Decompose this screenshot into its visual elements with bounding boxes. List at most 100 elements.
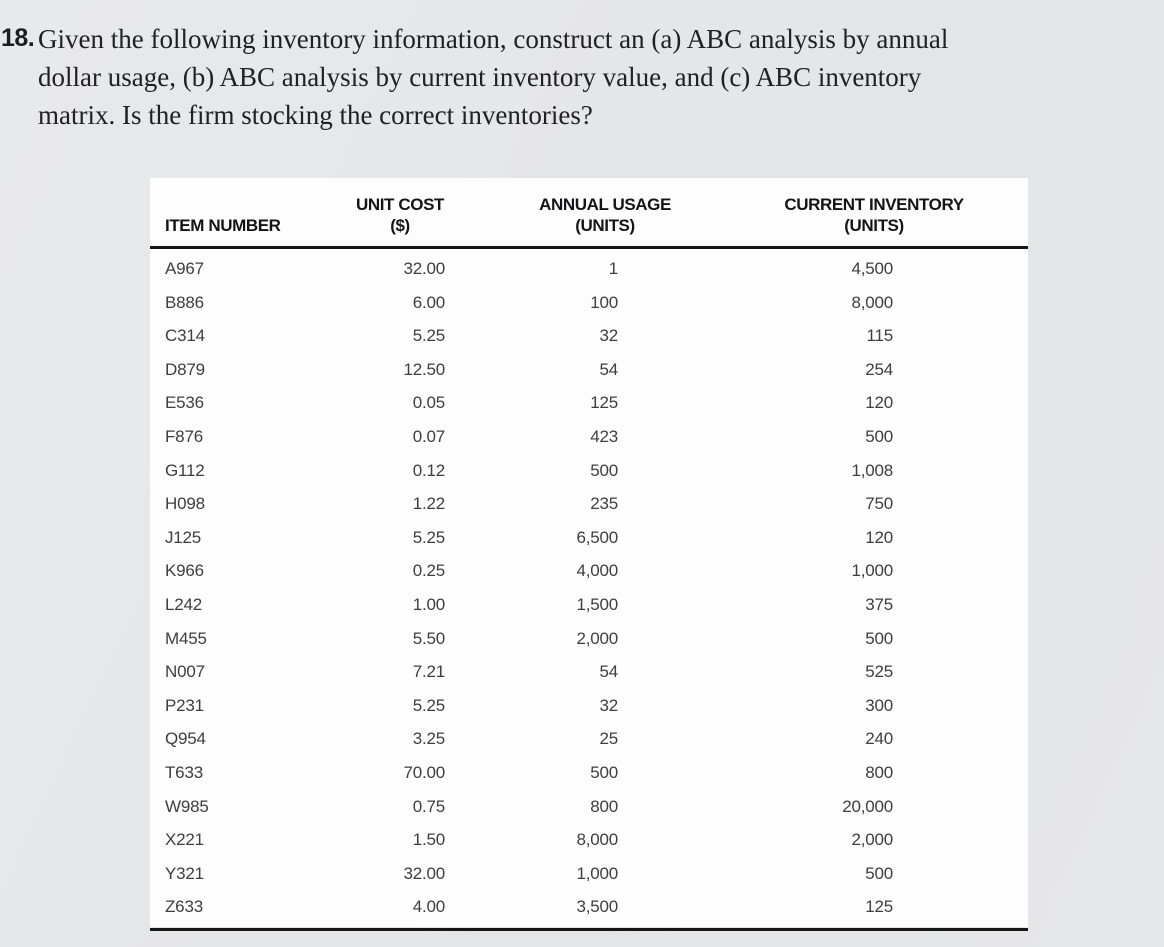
cell-annual-usage: 32	[599, 695, 618, 715]
cell-annual-usage: 54	[599, 662, 618, 682]
table-row: N007 7.21 54 525	[150, 655, 1028, 689]
cell-current-inventory: 500	[865, 628, 893, 648]
problem-text-line-1: Given the following inventory informatio…	[38, 24, 949, 54]
cell-current-inventory: 20,000	[842, 796, 893, 816]
cell-item-number: P231	[165, 695, 204, 715]
table-row: Q954 3.25 25 240	[150, 722, 1028, 756]
cell-current-inventory: 8,000	[851, 292, 893, 312]
table-row: H098 1.22 235 750	[150, 487, 1028, 521]
cell-annual-usage: 1,500	[576, 594, 618, 614]
table-row: B886 6.00 100 8,000	[150, 286, 1028, 320]
cell-unit-cost: 5.50	[412, 628, 445, 648]
table-row: A967 32.00 1 4,500	[150, 248, 1028, 286]
cell-item-number: M455	[165, 628, 207, 648]
cell-unit-cost: 1.00	[412, 594, 445, 614]
problem-number: 18.	[1, 24, 35, 52]
cell-annual-usage: 100	[590, 292, 618, 312]
cell-annual-usage: 4,000	[576, 561, 618, 581]
cell-annual-usage: 25	[599, 729, 618, 749]
cell-current-inventory: 125	[865, 897, 893, 917]
cell-current-inventory: 120	[865, 393, 893, 413]
cell-item-number: Y321	[165, 863, 204, 883]
cell-item-number: A967	[165, 259, 204, 278]
problem-text-line-2: dollar usage, (b) ABC analysis by curren…	[38, 62, 922, 92]
cell-item-number: X221	[165, 830, 204, 850]
cell-current-inventory: 2,000	[851, 830, 893, 850]
cell-unit-cost: 0.07	[412, 426, 445, 446]
cell-unit-cost: 1.50	[412, 830, 445, 850]
cell-item-number: Z633	[165, 897, 203, 917]
cell-annual-usage: 54	[599, 359, 618, 379]
cell-current-inventory: 120	[865, 527, 893, 547]
header-current-inventory: CURRENT INVENTORY (UNITS)	[720, 178, 1028, 249]
cell-item-number: N007	[165, 662, 205, 682]
cell-annual-usage: 32	[599, 326, 618, 346]
table-row: F876 0.07 423 500	[150, 420, 1028, 454]
cell-current-inventory: 750	[865, 494, 893, 514]
cell-item-number: T633	[165, 762, 203, 782]
cell-item-number: D879	[165, 359, 205, 379]
cell-item-number: F876	[165, 426, 203, 446]
table-row: E536 0.05 125 120	[150, 386, 1028, 420]
table-row: D879 12.50 54 254	[150, 353, 1028, 387]
cell-item-number: L242	[165, 594, 203, 614]
cell-item-number: E536	[165, 393, 204, 413]
cell-annual-usage: 235	[590, 494, 618, 514]
cell-current-inventory: 525	[865, 662, 893, 682]
cell-item-number: B886	[165, 292, 204, 312]
cell-unit-cost: 32.00	[403, 863, 445, 883]
table-row: L242 1.00 1,500 375	[150, 588, 1028, 622]
inventory-table-header: ITEM NUMBER UNIT COST ($) ANNUAL USAGE (…	[150, 178, 1028, 249]
table-row: K966 0.25 4,000 1,000	[150, 554, 1028, 588]
cell-item-number: J125	[165, 527, 202, 547]
cell-annual-usage: 800	[590, 796, 618, 816]
problem-text: Given the following inventory informatio…	[38, 20, 1164, 134]
cell-current-inventory: 800	[865, 762, 893, 782]
cell-annual-usage: 500	[590, 762, 618, 782]
cell-current-inventory: 4,500	[851, 259, 893, 278]
table-row: Z633 4.00 3,500 125	[150, 890, 1028, 929]
cell-unit-cost: 1.22	[412, 494, 445, 514]
cell-unit-cost: 0.05	[412, 393, 445, 413]
cell-item-number: Q954	[165, 729, 206, 749]
cell-current-inventory: 300	[865, 695, 893, 715]
table-row: J125 5.25 6,500 120	[150, 521, 1028, 555]
cell-unit-cost: 32.00	[403, 259, 445, 278]
cell-unit-cost: 5.25	[412, 695, 445, 715]
cell-unit-cost: 7.21	[412, 662, 445, 682]
header-unit-cost: UNIT COST ($)	[310, 178, 490, 249]
cell-annual-usage: 125	[590, 393, 618, 413]
cell-annual-usage: 1	[608, 259, 618, 278]
problem-text-line-3: matrix. Is the firm stocking the correct…	[38, 100, 593, 130]
inventory-table: ITEM NUMBER UNIT COST ($) ANNUAL USAGE (…	[150, 178, 1028, 931]
cell-annual-usage: 8,000	[576, 830, 618, 850]
header-annual-usage: ANNUAL USAGE (UNITS)	[490, 178, 720, 249]
cell-unit-cost: 70.00	[403, 762, 445, 782]
cell-unit-cost: 5.25	[412, 527, 445, 547]
cell-item-number: H098	[165, 494, 205, 514]
table-row: T633 70.00 500 800	[150, 756, 1028, 790]
cell-current-inventory: 1,000	[851, 561, 893, 581]
table-row: X221 1.50 8,000 2,000	[150, 823, 1028, 857]
cell-unit-cost: 5.25	[412, 326, 445, 346]
cell-current-inventory: 375	[865, 594, 893, 614]
cell-annual-usage: 1,000	[576, 863, 618, 883]
cell-unit-cost: 0.75	[412, 796, 445, 816]
cell-unit-cost: 3.25	[412, 729, 445, 749]
cell-item-number: K966	[165, 561, 204, 581]
cell-annual-usage: 3,500	[576, 897, 618, 917]
cell-unit-cost: 4.00	[412, 897, 445, 917]
cell-current-inventory: 115	[866, 326, 893, 346]
table-row: M455 5.50 2,000 500	[150, 622, 1028, 656]
header-item-number: ITEM NUMBER	[150, 178, 310, 249]
cell-annual-usage: 500	[590, 460, 618, 480]
cell-current-inventory: 500	[865, 863, 893, 883]
table-row: Y321 32.00 1,000 500	[150, 857, 1028, 891]
cell-annual-usage: 423	[590, 426, 618, 446]
table-row: G112 0.12 500 1,008	[150, 454, 1028, 488]
cell-annual-usage: 6,500	[576, 527, 618, 547]
cell-current-inventory: 254	[865, 359, 893, 379]
cell-item-number: W985	[165, 796, 209, 816]
inventory-table-panel: ITEM NUMBER UNIT COST ($) ANNUAL USAGE (…	[150, 178, 1028, 931]
cell-item-number: G112	[165, 460, 205, 480]
